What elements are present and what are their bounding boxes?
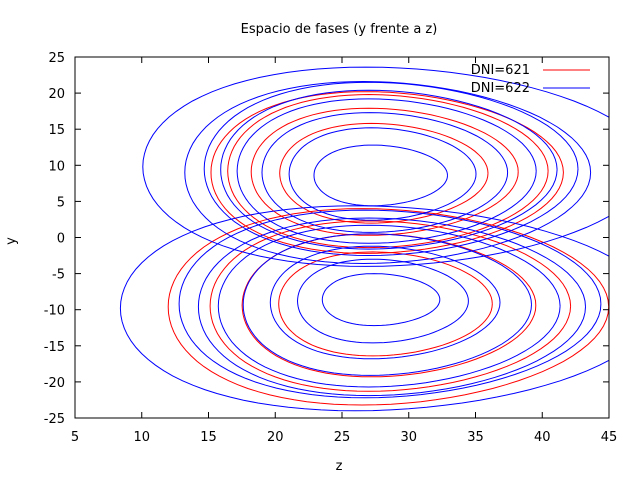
trajectory-loop — [119, 205, 609, 412]
trajectory-loop — [321, 273, 441, 327]
trajectory-loop — [167, 208, 609, 406]
trajectory-loop — [203, 81, 579, 257]
legend-label-dni622: DNI=622 — [471, 81, 530, 96]
trajectory-loop — [261, 112, 509, 233]
trajectory-loop — [210, 91, 564, 254]
trajectory-loop — [197, 217, 586, 397]
trajectory-loop — [142, 66, 609, 267]
series-dni-621 — [167, 91, 609, 406]
trajectory-loop — [227, 93, 549, 249]
y-tick-label: 15 — [48, 123, 65, 138]
y-tick-label: 5 — [57, 195, 65, 210]
y-axis-label: y — [4, 237, 19, 245]
trajectory-loop — [269, 245, 501, 360]
y-tick-label: 25 — [48, 51, 65, 66]
trajectory-loop — [178, 209, 602, 399]
legend-label-dni621: DNI=621 — [471, 63, 530, 78]
y-tick-label: -5 — [52, 268, 65, 283]
x-tick-label: 35 — [467, 430, 484, 445]
trajectory-loop — [313, 144, 448, 207]
y-tick-label: 10 — [48, 159, 65, 174]
trajectory-loop — [279, 122, 489, 224]
chart-title: Espacio de fases (y frente a z) — [241, 22, 438, 37]
x-tick-label: 10 — [133, 430, 150, 445]
y-tick-label: -10 — [44, 304, 65, 319]
x-tick-label: 5 — [71, 430, 79, 445]
x-tick-label: 25 — [334, 430, 351, 445]
x-axis-label: z — [336, 459, 343, 474]
y-tick-label: 0 — [57, 232, 65, 247]
y-tick-label: 20 — [48, 87, 65, 102]
y-tick-label: -15 — [44, 340, 65, 355]
x-tick-label: 15 — [200, 430, 217, 445]
legend: DNI=621 DNI=622 — [471, 63, 590, 96]
trajectory-loop — [288, 127, 477, 221]
trajectory-loop — [220, 89, 558, 250]
x-tick-label: 40 — [534, 430, 551, 445]
trajectory-loop — [296, 258, 469, 344]
x-tick-label: 30 — [400, 430, 417, 445]
trajectory-loop — [209, 220, 572, 392]
trajectory-loop — [217, 224, 561, 388]
y-tick-label: -25 — [44, 412, 65, 427]
series-dni-622 — [119, 66, 609, 412]
ticks-layer: 5 10 15 20 25 30 35 40 45 -25 -20 -15 -10 -5 0 5 10 15 20 2… — [44, 51, 618, 445]
y-tick-label: -20 — [44, 376, 65, 391]
trajectory-loop — [241, 233, 537, 378]
x-tick-label: 20 — [267, 430, 284, 445]
trajectory-loop — [242, 233, 532, 376]
series-layer — [119, 66, 609, 412]
x-tick-label: 45 — [601, 430, 618, 445]
